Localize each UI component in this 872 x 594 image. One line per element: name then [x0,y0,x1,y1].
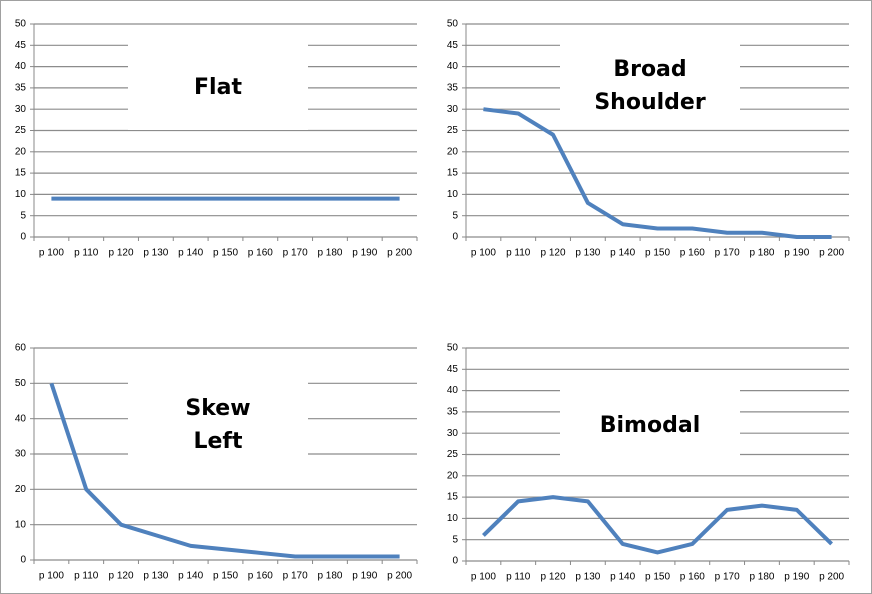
x-tick-label: p 140 [610,572,635,583]
data-line [482,495,833,555]
y-tick-label: 40 [15,413,27,424]
chart-title: Bimodal [599,412,701,438]
chart-title: Skew Left [185,396,251,454]
x-tick-label: p 120 [109,248,134,259]
x-tick-label: p 200 [387,571,412,582]
x-tick-label: p 110 [74,248,99,259]
y-tick-label: 0 [20,232,26,243]
y-tick-label: 50 [15,378,27,389]
x-tick-label: p 130 [143,571,168,582]
x-tick-label: p 120 [541,572,566,583]
x-tick-label: p 110 [74,571,99,582]
y-tick-label: 25 [15,125,27,136]
x-tick-label: p 190 [352,571,377,582]
x-tick-label: p 160 [248,571,273,582]
chart-title: Flat [194,74,242,100]
y-tick-label: 35 [447,83,459,94]
y-tick-label: 30 [447,428,459,439]
y-tick-label: 20 [447,470,459,481]
x-tick-label: p 120 [541,248,566,259]
y-tick-label: 10 [447,513,459,524]
y-tick-label: 20 [15,146,27,157]
chart-title: Broad Shoulder [594,57,706,115]
y-tick-label: 40 [447,61,459,72]
x-tick-label: p 150 [213,248,238,259]
y-tick-label: 0 [452,556,458,567]
y-tick-label: 15 [447,168,459,179]
data-line [483,107,832,239]
x-tick-label: p 180 [317,248,342,259]
x-tick-label: p 200 [819,572,844,583]
y-tick-label: 10 [15,519,27,530]
x-tick-label: p 180 [749,248,774,259]
x-tick-label: p 150 [645,248,670,259]
y-tick-label: 25 [447,449,459,460]
y-tick-label: 40 [15,61,27,72]
y-tick-label: 35 [15,83,27,94]
x-tick-label: p 130 [143,248,168,259]
x-tick-label: p 100 [471,248,496,259]
y-tick-label: 0 [20,555,26,566]
x-tick-label: p 190 [352,248,377,259]
x-tick-label: p 170 [283,248,308,259]
y-tick-label: 5 [452,534,458,545]
x-tick-label: p 130 [575,572,600,583]
y-tick-label: 5 [452,210,458,221]
title-box: Flat [128,44,308,130]
x-tick-label: p 100 [39,571,64,582]
x-tick-label: p 160 [248,248,273,259]
x-tick-label: p 180 [317,571,342,582]
y-tick-label: 5 [20,210,26,221]
y-tick-label: 35 [447,407,459,418]
y-tick-label: 0 [452,232,458,243]
x-tick-label: p 110 [506,572,531,583]
y-tick-label: 45 [447,364,459,375]
x-tick-label: p 160 [680,572,705,583]
y-tick-label: 50 [447,19,459,30]
x-tick-label: p 140 [178,571,203,582]
y-tick-label: 20 [447,146,459,157]
x-tick-label: p 140 [178,248,203,259]
y-tick-label: 30 [15,449,27,460]
title-box: Skew Left [128,382,308,468]
y-tick-label: 10 [15,189,27,200]
y-tick-label: 45 [15,40,27,51]
x-tick-label: p 200 [387,248,412,259]
y-tick-label: 15 [447,492,459,503]
x-tick-label: p 100 [39,248,64,259]
x-tick-label: p 110 [506,248,531,259]
x-tick-label: p 150 [645,572,670,583]
x-tick-label: p 180 [749,572,774,583]
x-tick-label: p 140 [610,248,635,259]
x-tick-label: p 190 [784,248,809,259]
x-tick-label: p 200 [819,248,844,259]
data-line [49,382,400,559]
x-tick-label: p 120 [109,571,134,582]
x-tick-label: p 190 [784,572,809,583]
x-tick-label: p 170 [283,571,308,582]
title-box: Broad Shoulder [560,43,740,129]
y-tick-label: 25 [447,125,459,136]
y-tick-label: 50 [15,19,27,30]
y-tick-label: 20 [15,484,27,495]
y-tick-label: 40 [447,385,459,396]
y-tick-label: 30 [15,104,27,115]
y-tick-label: 10 [447,189,459,200]
x-tick-label: p 100 [471,572,496,583]
y-tick-label: 15 [15,168,27,179]
x-tick-label: p 150 [213,571,238,582]
x-tick-label: p 170 [715,572,740,583]
y-tick-label: 45 [447,40,459,51]
title-box: Bimodal [560,382,740,468]
x-tick-label: p 130 [575,248,600,259]
y-tick-label: 30 [447,104,459,115]
x-tick-label: p 160 [680,248,705,259]
x-tick-label: p 170 [715,248,740,259]
y-tick-label: 50 [447,343,459,354]
y-tick-label: 60 [15,343,27,354]
